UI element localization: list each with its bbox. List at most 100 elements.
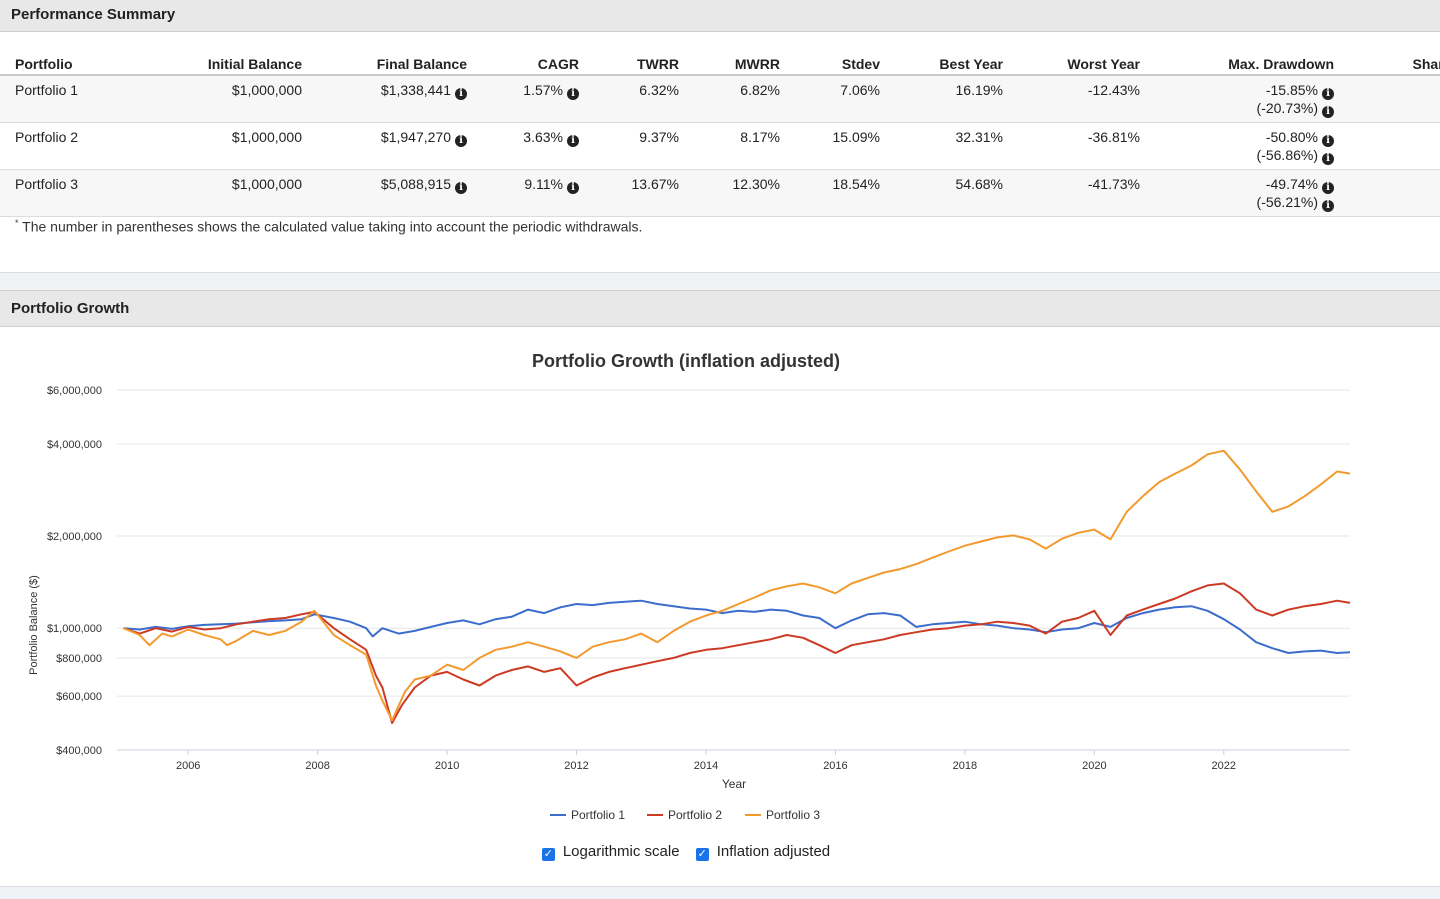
final-balance: $5,088,915	[380, 176, 451, 192]
table-row: Portfolio 3 $1,000,000 $5,088,915 i 9.11%…	[0, 169, 1440, 217]
log-scale-checkbox[interactable]: ✓	[541, 848, 555, 861]
col-header-final-balance: Final Balance	[302, 50, 467, 76]
final-balance-cell: $5,088,915 i	[302, 169, 467, 217]
portfolio-growth-header: Portfolio Growth	[0, 290, 1440, 327]
col-header-max-drawdown: Max. Drawdown	[1140, 50, 1334, 76]
col-header-worst-year: Worst Year	[1003, 50, 1140, 76]
y-tick-label: $400,000	[56, 745, 102, 757]
table-row: Portfolio 2 $1,000,000 $1,947,270 i 3.63%…	[0, 122, 1440, 170]
x-tick-label: 2010	[435, 760, 459, 772]
twrr: 13.67%	[579, 169, 679, 217]
col-header-cagr: CAGR	[467, 50, 579, 76]
portfolio-growth-chart: Portfolio Growth (inflation adjusted) $40…	[28, 351, 1351, 822]
stdev: 18.54%	[780, 169, 880, 217]
inflation-adjusted-toggle[interactable]: ✓ Inflation adjusted	[695, 843, 831, 861]
series-line-portfolio-3	[123, 449, 1351, 722]
inflation-adjusted-checkbox[interactable]: ✓	[695, 848, 709, 861]
info-icon[interactable]: i	[567, 88, 579, 100]
log-scale-label: Logarithmic scale	[562, 843, 680, 860]
col-header-initial-balance: Initial Balance	[145, 50, 302, 76]
info-icon[interactable]: i	[455, 182, 467, 194]
x-axis-label: Year	[722, 777, 746, 791]
chart-title: Portfolio Growth (inflation adjusted)	[532, 351, 840, 371]
col-header-twrr: TWRR	[579, 50, 679, 76]
info-icon[interactable]: i	[1322, 200, 1334, 212]
stdev: 7.06%	[780, 75, 880, 123]
col-header-portfolio: Portfolio	[15, 50, 145, 76]
y-tick-label: $2,000,000	[47, 531, 102, 543]
col-header-mwrr: MWRR	[679, 50, 780, 76]
max-drawdown-withdrawals: (-56.21%)	[1256, 194, 1318, 210]
portfolio-name: Portfolio 3	[15, 169, 145, 217]
y-tick-label: $1,000,000	[47, 623, 102, 635]
max-drawdown: -50.80%	[1265, 129, 1318, 145]
performance-summary-header: Performance Summary	[0, 0, 1440, 32]
info-icon[interactable]: i	[1322, 182, 1334, 194]
performance-table: Portfolio Initial Balance Final Balance …	[0, 50, 1440, 217]
y-tick-label: $800,000	[56, 653, 102, 665]
info-icon[interactable]: i	[1322, 153, 1334, 165]
worst-year: -36.81%	[1003, 122, 1140, 170]
series-line-portfolio-1	[123, 599, 1351, 654]
series-line-portfolio-2	[123, 582, 1351, 724]
x-tick-label: 2014	[694, 760, 718, 772]
x-tick-label: 2016	[823, 760, 847, 772]
footnote-text: The number in parentheses shows the calc…	[22, 218, 643, 235]
table-header-row: Portfolio Initial Balance Final Balance …	[0, 50, 1440, 76]
info-icon[interactable]: i	[455, 88, 467, 100]
portfolio-growth-title: Portfolio Growth	[11, 300, 130, 317]
x-tick-label: 2020	[1082, 760, 1106, 772]
y-axis-label: Portfolio Balance ($)	[28, 575, 40, 675]
best-year: 32.31%	[880, 122, 1003, 170]
final-balance-cell: $1,947,270 i	[302, 122, 467, 170]
best-year: 54.68%	[880, 169, 1003, 217]
info-icon[interactable]: i	[455, 135, 467, 147]
x-tick-label: 2008	[305, 760, 329, 772]
best-year: 16.19%	[880, 75, 1003, 123]
info-icon[interactable]: i	[1322, 106, 1334, 118]
worst-year: -12.43%	[1003, 75, 1140, 123]
y-tick-label: $4,000,000	[47, 439, 102, 451]
initial-balance: $1,000,000	[145, 122, 302, 170]
cagr-cell: 9.11% i	[467, 169, 579, 217]
x-tick-label: 2018	[953, 760, 977, 772]
worst-year: -41.73%	[1003, 169, 1140, 217]
final-balance: $1,338,441	[380, 82, 451, 98]
inflation-adjusted-label: Inflation adjusted	[716, 843, 831, 860]
legend-label: Portfolio 1	[571, 808, 625, 822]
x-tick-label: 2006	[176, 760, 200, 772]
info-icon[interactable]: i	[1322, 88, 1334, 100]
performance-summary-title: Performance Summary	[11, 6, 176, 23]
max-drawdown-cell: -15.85% i (-20.73%) i	[1140, 75, 1334, 123]
legend-label: Portfolio 2	[668, 808, 722, 822]
col-header-sharpe: Sharpe	[1334, 50, 1440, 76]
cagr-cell: 1.57% i	[467, 75, 579, 123]
table-row: Portfolio 1 $1,000,000 $1,338,441 i 1.57%…	[0, 75, 1440, 123]
max-drawdown-withdrawals: (-56.86%)	[1256, 147, 1318, 163]
log-scale-toggle[interactable]: ✓ Logarithmic scale	[541, 843, 680, 861]
max-drawdown-cell: -50.80% i (-56.86%) i	[1140, 122, 1334, 170]
section-divider	[0, 886, 1440, 899]
mwrr: 8.17%	[679, 122, 780, 170]
twrr: 6.32%	[579, 75, 679, 123]
mwrr: 12.30%	[679, 169, 780, 217]
cagr: 3.63%	[523, 129, 563, 145]
chart-controls: ✓ Logarithmic scale ✓ Inflation adjusted	[0, 843, 1372, 861]
y-tick-label: $600,000	[56, 691, 102, 703]
info-icon[interactable]: i	[567, 135, 579, 147]
col-header-best-year: Best Year	[880, 50, 1003, 76]
mwrr: 6.82%	[679, 75, 780, 123]
info-icon[interactable]: i	[567, 182, 579, 194]
info-icon[interactable]: i	[1322, 135, 1334, 147]
stdev: 15.09%	[780, 122, 880, 170]
final-balance-cell: $1,338,441 i	[302, 75, 467, 123]
cagr: 9.11%	[524, 176, 563, 192]
footnote-mark: *	[15, 218, 19, 228]
x-tick-label: 2022	[1212, 760, 1236, 772]
y-tick-label: $6,000,000	[47, 385, 102, 397]
section-divider	[0, 272, 1440, 291]
legend-label: Portfolio 3	[766, 808, 820, 822]
footnote: * The number in parentheses shows the ca…	[15, 218, 642, 235]
max-drawdown: -49.74%	[1265, 176, 1318, 192]
portfolio-name: Portfolio 1	[15, 75, 145, 123]
